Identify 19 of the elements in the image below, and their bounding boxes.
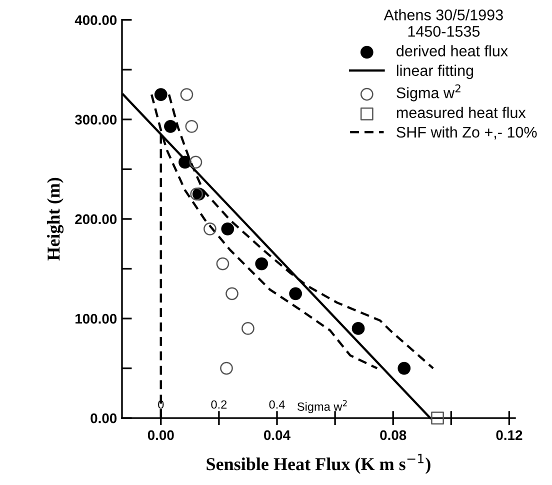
legend-label: Sigma w$^{2}$ [396,84,460,102]
x2-tick-label: 0.4 [269,400,285,409]
x2-axis-title: Sigma w$^{2}$ [297,400,347,414]
y-tick-label: 100.00 [76,314,117,324]
legend-label: linear fitting [396,64,474,80]
y-tick-label: 0.00 [90,413,117,424]
y-tick-label: 200.00 [75,214,117,224]
x-tick-label: 0.12 [496,430,522,440]
y-tick-label: 300.00 [74,114,117,125]
legend-label: measured heat flux [396,106,526,118]
x-tick-label: 0.00 [148,430,174,440]
legend-label: SHF with Zo +,- 10% [396,126,537,140]
x-tick-label: 0.04 [264,430,290,440]
x-tick-label: 0.08 [380,430,406,440]
x2-tick-label: 0.2 [211,400,227,409]
y-axis-title: Height (m) [47,178,64,261]
legend-label: derived heat flux [396,45,508,56]
y-tick-label: 400.00 [74,15,117,26]
x-axis-title: Sensible Heat Flux (K m s$^{−1}$) [206,454,430,474]
